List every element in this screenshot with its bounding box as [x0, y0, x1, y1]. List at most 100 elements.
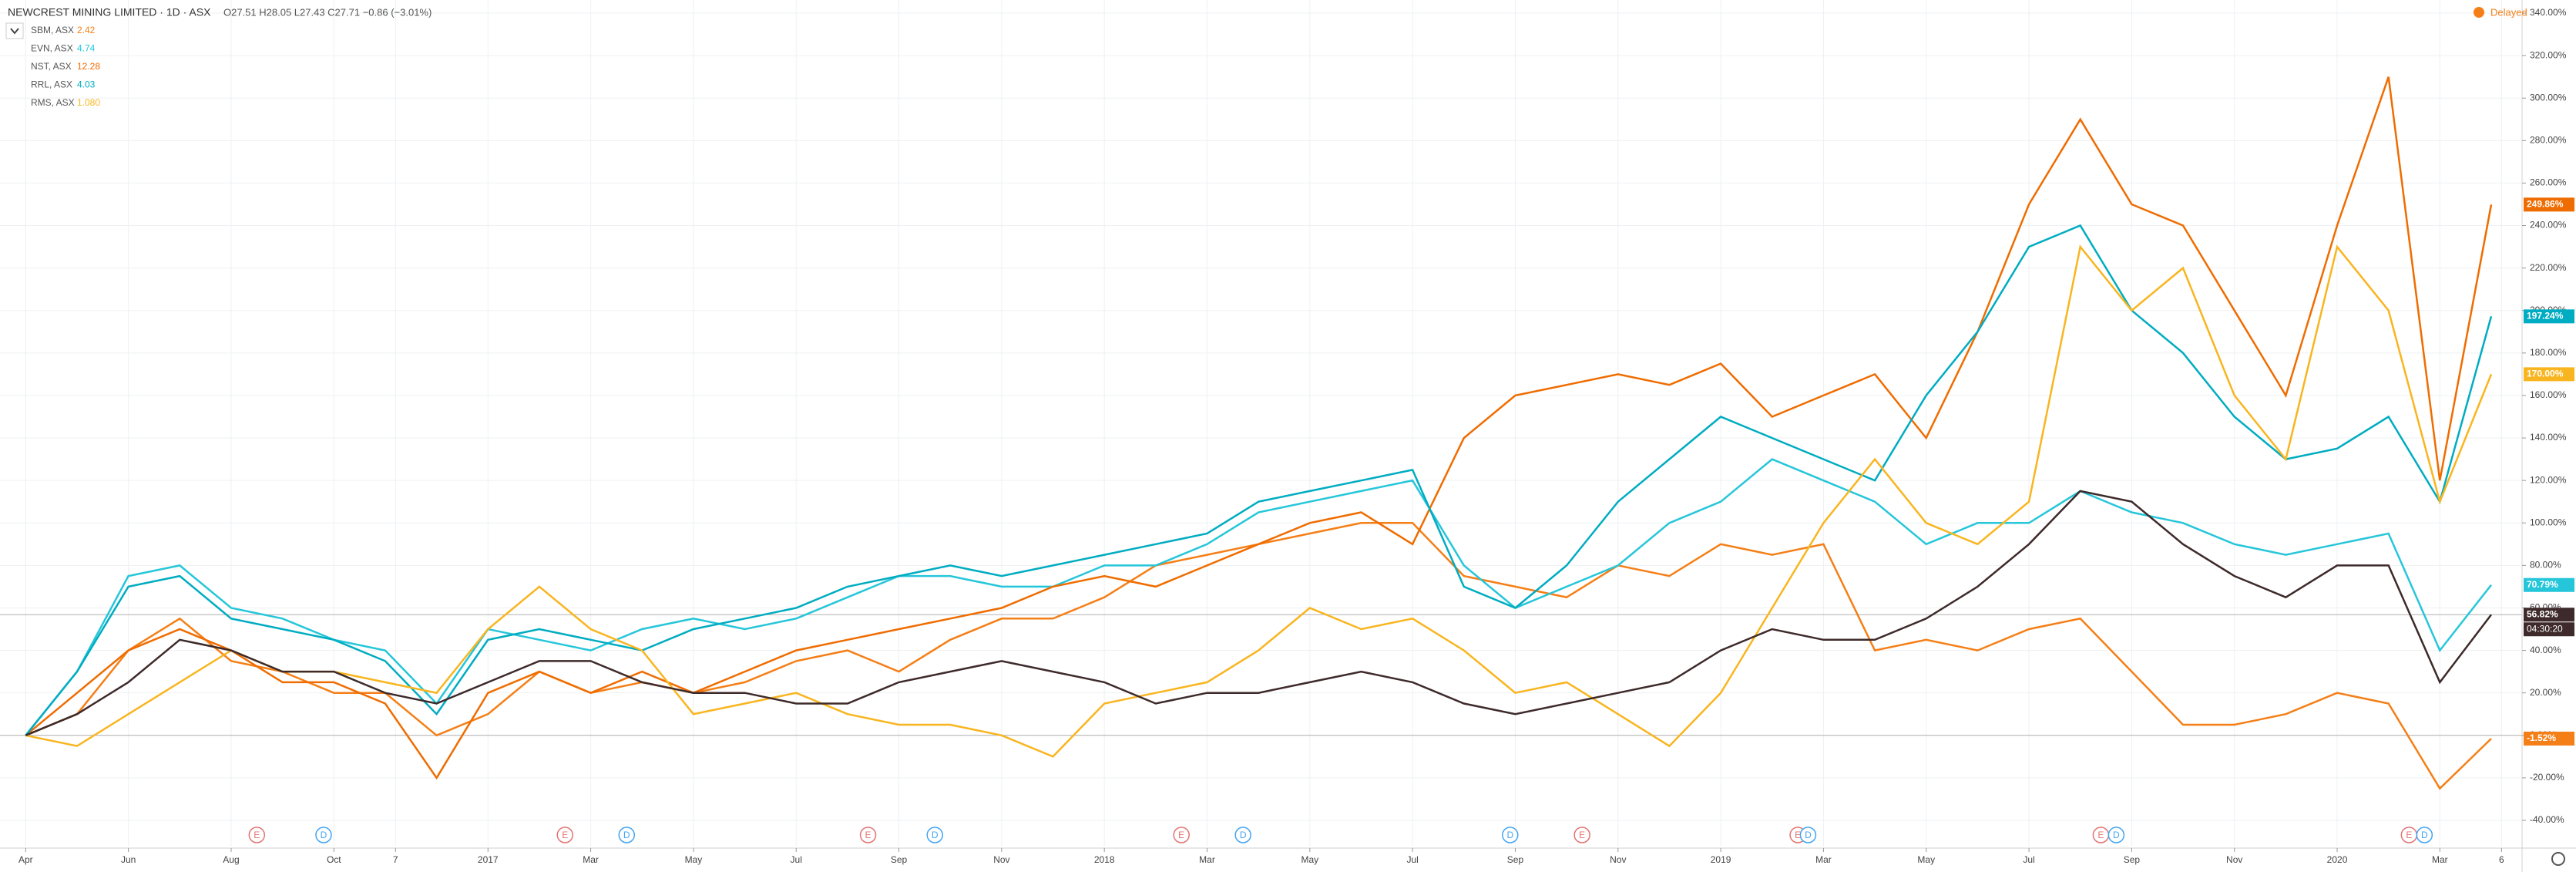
last-value-badge [2524, 608, 2574, 622]
x-tick-label: May [1917, 854, 1935, 865]
last-value-label: 249.86% [2527, 199, 2564, 210]
x-tick-label: Jun [121, 854, 136, 865]
y-tick-label: 180.00% [2530, 347, 2567, 358]
y-tick-label: -20.00% [2530, 772, 2564, 783]
delayed-status[interactable]: Delayed [2490, 6, 2527, 18]
last-value-label: -1.52% [2527, 732, 2556, 743]
x-tick-label: Apr [18, 854, 33, 865]
x-tick-label: 2020 [2327, 854, 2348, 865]
x-tick-label: Sep [891, 854, 908, 865]
last-value-label: 197.24% [2527, 311, 2564, 322]
legend-name[interactable]: RRL, ASX [31, 79, 72, 90]
y-tick-label: 40.00% [2530, 645, 2561, 655]
x-tick-label: Nov [993, 854, 1009, 865]
event-label: E [2097, 830, 2104, 840]
legend-price[interactable]: 2.42 [77, 25, 96, 35]
event-marker[interactable] [248, 827, 266, 843]
chevron-icon [10, 28, 19, 35]
event-label: D [2421, 830, 2428, 840]
y-tick-label: 220.00% [2530, 262, 2567, 273]
legend-name[interactable]: SBM, ASX [31, 25, 74, 35]
legend-price[interactable]: 4.03 [77, 79, 96, 90]
axes: -40.00%-20.00%0.00%20.00%40.00%60.00%80.… [18, 7, 2574, 865]
x-tick-label: 7 [393, 854, 398, 865]
event-marker[interactable] [1573, 827, 1590, 843]
event-label: E [254, 830, 260, 840]
legend-toggle[interactable] [5, 22, 24, 39]
event-label: E [1178, 830, 1184, 840]
event-marker[interactable] [1234, 827, 1251, 843]
settings-icon[interactable] [2551, 852, 2565, 866]
last-value-badge [2524, 309, 2574, 324]
delayed-icon[interactable] [2474, 7, 2484, 18]
event-marker[interactable] [2416, 827, 2433, 843]
x-tick-label: 2017 [478, 854, 499, 865]
y-tick-label: 260.00% [2530, 177, 2567, 188]
symbol-title: NEWCREST MINING LIMITED · 1D · ASX [8, 6, 211, 19]
last-value-badge [2524, 731, 2574, 746]
x-tick-label: 2019 [1711, 854, 1731, 865]
y-tick-label: 160.00% [2530, 389, 2567, 400]
y-tick-label: -40.00% [2530, 814, 2564, 825]
x-tick-label: Aug [223, 854, 239, 865]
legend: SBM, ASX 2.42 EVN, ASX 4.74 NST, ASX 12.28 RRL… [31, 25, 100, 108]
series-line [25, 224, 2493, 736]
last-value-label: 170.00% [2527, 369, 2564, 379]
legend-name[interactable]: RMS, ASX [31, 97, 75, 108]
event-label: E [1795, 830, 1801, 840]
x-tick-label: Sep [2124, 854, 2141, 865]
x-tick-label: Nov [2226, 854, 2242, 865]
legend-name[interactable]: EVN, ASX [31, 43, 73, 54]
event-label: E [1579, 830, 1585, 840]
y-tick-label: 100.00% [2530, 517, 2567, 527]
event-marker[interactable] [618, 827, 636, 843]
y-tick-label: 240.00% [2530, 220, 2567, 231]
y-tick-label: 120.00% [2530, 474, 2567, 485]
event-label: D [1506, 830, 1513, 840]
x-tick-label: Mar [1815, 854, 1832, 865]
last-value-badge [2524, 577, 2574, 592]
event-label: D [2113, 830, 2120, 840]
y-tick-label: 340.00% [2530, 7, 2567, 18]
plot [25, 76, 2493, 790]
legend-price[interactable]: 12.28 [77, 61, 100, 72]
last-value-label: 56.82% [2527, 608, 2558, 619]
x-tick-label: May [1301, 854, 1318, 865]
x-tick-label: Sep [1507, 854, 1524, 865]
countdown-label: 04:30:20 [2527, 623, 2563, 634]
event-label: E [2406, 830, 2412, 840]
y-tick-label: 140.00% [2530, 432, 2567, 443]
legend-name[interactable]: NST, ASX [31, 61, 72, 72]
x-tick-label: Jul [1406, 854, 1418, 865]
series-line [25, 76, 2493, 780]
last-value-badge [2524, 197, 2574, 212]
event-marker[interactable] [926, 827, 943, 843]
last-value-label: 70.79% [2527, 579, 2558, 590]
y-tick-label: 80.00% [2530, 560, 2561, 571]
event-marker[interactable] [1502, 827, 1519, 843]
event-marker[interactable] [859, 827, 877, 843]
x-tick-label: Nov [1610, 854, 1626, 865]
last-value-badge [2524, 367, 2574, 382]
y-tick-label: 300.00% [2530, 92, 2567, 103]
event-marker[interactable] [315, 827, 332, 843]
countdown-badge [2524, 622, 2574, 637]
event-marker[interactable] [1173, 827, 1190, 843]
x-tick-label: Mar [1199, 854, 1215, 865]
grid [0, 0, 2522, 848]
event-label: D [321, 830, 327, 840]
event-label: D [1805, 830, 1812, 840]
y-tick-label: 280.00% [2530, 134, 2567, 145]
legend-price[interactable]: 4.74 [77, 43, 96, 54]
y-tick-label: 320.00% [2530, 49, 2567, 60]
y-tick-label: 20.00% [2530, 687, 2561, 698]
event-marker[interactable] [2107, 827, 2125, 843]
event-label: D [932, 830, 939, 840]
event-marker[interactable] [556, 827, 574, 843]
x-tick-label: 6 [2499, 854, 2504, 865]
legend-price[interactable]: 1.080 [77, 97, 100, 108]
x-tick-label: Jul [2023, 854, 2034, 865]
event-marker[interactable] [1799, 827, 1817, 843]
